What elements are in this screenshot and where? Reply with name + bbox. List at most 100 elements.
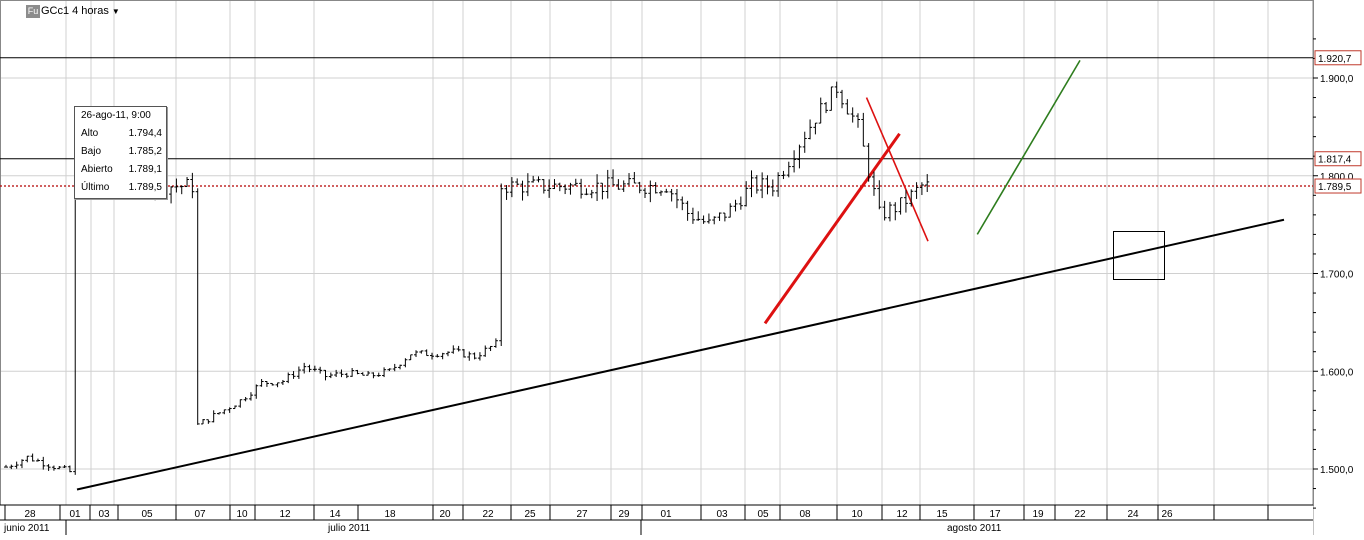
price-bar	[344, 372, 349, 379]
price-bar	[573, 178, 578, 186]
annotation-box-layer	[1113, 231, 1165, 280]
month-label: julio 2011	[327, 523, 371, 534]
price-bar	[871, 171, 876, 196]
x-tick-label: 14	[329, 509, 341, 520]
x-tick-label: 22	[482, 509, 494, 520]
price-bar	[557, 182, 562, 192]
tooltip-value-low: 1.785,2	[128, 146, 162, 157]
month-label: agosto 2011	[947, 523, 1002, 534]
price-bar	[9, 464, 14, 470]
price-bar	[312, 365, 317, 372]
price-bar	[35, 458, 40, 462]
price-bar	[414, 350, 419, 357]
price-bar	[376, 372, 381, 377]
tooltip-label-open: Abierto	[81, 164, 113, 175]
price-bar	[919, 182, 924, 196]
price-bar	[398, 364, 403, 370]
price-bar	[445, 351, 450, 357]
price-bar	[701, 215, 706, 224]
price-bar	[430, 352, 434, 360]
price-bar	[834, 81, 839, 98]
x-tick-label: 26	[1161, 509, 1173, 520]
price-bar	[861, 112, 866, 147]
chart-header[interactable]: Fu GCc1 4 horas ▼	[26, 4, 120, 18]
x-tick-label: 01	[69, 509, 81, 520]
price-bar	[456, 345, 461, 352]
price-bar	[712, 216, 717, 225]
symbol-label[interactable]: GCc1	[41, 5, 70, 17]
price-bar	[792, 150, 797, 173]
price-bar	[387, 368, 392, 372]
price-bar	[813, 122, 818, 135]
price-bar	[259, 378, 264, 387]
x-tick-label: 10	[236, 509, 248, 520]
price-bar	[547, 179, 552, 198]
tooltip-row-low: Bajo 1.785,2	[81, 146, 162, 160]
price-bar	[328, 372, 333, 379]
y-tick-label: 1.600,0	[1320, 367, 1354, 378]
trendline-support	[76, 218, 1285, 491]
tooltip-label-last: Último	[81, 182, 110, 193]
price-bar	[648, 180, 653, 203]
price-bar	[744, 181, 749, 207]
x-tick-label: 29	[618, 509, 630, 520]
tooltip-value-last: 1.789,5	[128, 182, 162, 193]
price-bar	[201, 419, 206, 425]
x-tick-label: 19	[1032, 509, 1044, 520]
price-bar	[669, 188, 674, 202]
trendline-red-thin	[865, 97, 929, 242]
price-bar	[797, 144, 802, 169]
price-bar	[25, 455, 30, 463]
price-bar	[621, 180, 626, 192]
futures-badge: Fu	[26, 4, 40, 18]
price-bar	[483, 345, 488, 357]
x-tick-label: 22	[1074, 509, 1086, 520]
price-bar	[584, 188, 589, 196]
price-bar	[840, 89, 845, 109]
tooltip-label-high: Alto	[81, 128, 99, 139]
y-tick-label: 1.800,0	[1320, 172, 1354, 183]
price-bar	[355, 369, 360, 375]
price-bar	[637, 181, 642, 194]
price-bar	[552, 179, 557, 190]
price-bar	[877, 180, 882, 210]
price-bar	[371, 372, 376, 379]
trendline-red-thick	[763, 132, 901, 325]
price-bar	[472, 352, 477, 360]
price-bar	[419, 350, 424, 354]
price-bar	[334, 369, 339, 377]
price-bar	[664, 188, 669, 193]
caret-down-icon[interactable]: ▼	[111, 6, 120, 16]
price-bar	[887, 201, 892, 222]
price-bar	[898, 197, 903, 215]
price-bar	[67, 465, 72, 473]
interval-label[interactable]: 4 horas	[72, 5, 109, 17]
price-bar	[238, 399, 243, 408]
price-bar	[227, 407, 232, 413]
tooltip-value-high: 1.794,4	[128, 128, 162, 139]
price-bar	[685, 200, 690, 221]
price-bar	[41, 456, 46, 470]
annotation-box	[1113, 231, 1165, 280]
price-bar	[845, 99, 850, 115]
x-tick-label: 10	[851, 509, 863, 520]
x-tick-label: 27	[576, 509, 588, 520]
price-bar	[882, 200, 887, 221]
price-bar	[658, 190, 663, 196]
price-bar	[350, 368, 355, 377]
y-tick-label: 1.700,0	[1320, 270, 1354, 281]
price-bar	[722, 212, 727, 222]
price-marker: 1.789,5	[1314, 178, 1362, 194]
price-bar	[595, 174, 600, 201]
price-bar	[531, 175, 536, 183]
price-marker-label: 1.920,7	[1318, 54, 1352, 65]
price-bar	[754, 175, 759, 194]
price-bar	[589, 189, 594, 199]
price-bar	[525, 173, 530, 197]
price-bar	[808, 119, 813, 140]
price-bar	[318, 366, 323, 374]
price-bar	[477, 352, 482, 361]
price-bar	[515, 178, 520, 186]
